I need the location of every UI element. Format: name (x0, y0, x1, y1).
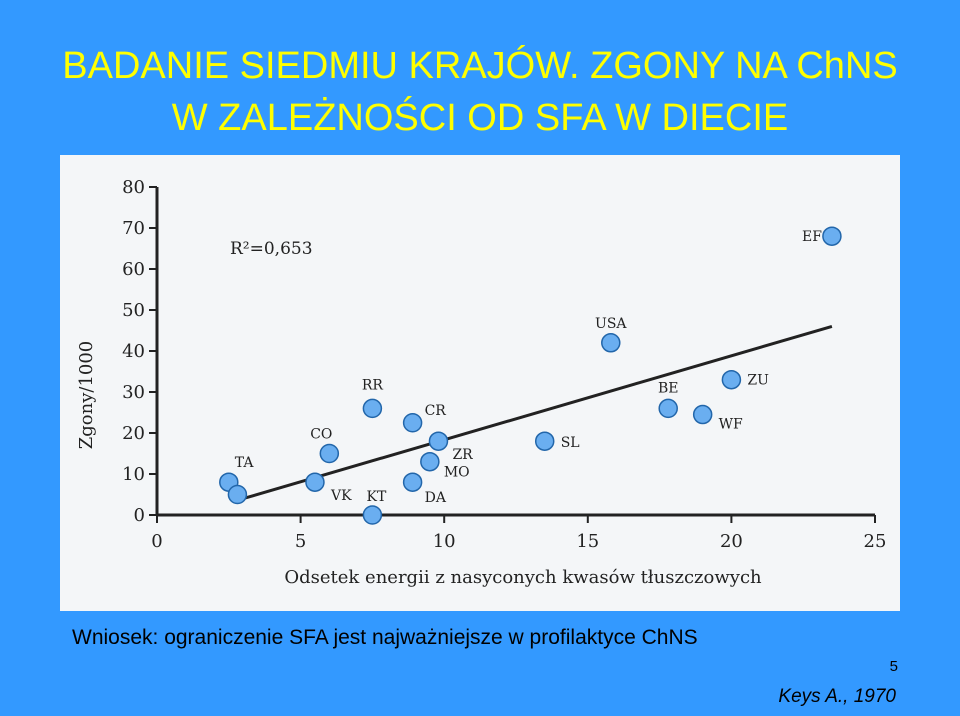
data-point (362, 505, 383, 525)
x-tick-label: 25 (864, 531, 887, 552)
data-point (402, 413, 423, 433)
point-label: KT (367, 489, 387, 505)
x-tick-label: 20 (720, 531, 743, 552)
trend-line (242, 324, 833, 501)
y-tick-label: 80 (122, 177, 145, 198)
point-label: MO (444, 465, 470, 481)
point-label: CR (425, 403, 447, 419)
data-point (428, 431, 449, 451)
y-tick-label: 70 (122, 218, 145, 239)
data-point (362, 398, 383, 419)
conclusion-text: Wniosek: ograniczenie SFA jest najważnie… (72, 626, 698, 649)
x-axis-title: Odsetek energii z nasyconych kwasów tłus… (284, 567, 762, 588)
data-point (721, 369, 742, 390)
data-point (534, 431, 555, 451)
data-point (305, 472, 325, 492)
point-label: SL (561, 435, 580, 451)
citation: Keys A., 1970 (778, 686, 896, 707)
point-label: ZU (747, 373, 769, 389)
y-tick-label: 10 (122, 464, 145, 485)
y-tick-label: 60 (122, 259, 145, 280)
point-label: WF (719, 417, 743, 433)
y-tick-label: 20 (122, 423, 145, 444)
y-tick-label: 50 (122, 300, 145, 321)
data-point (822, 226, 842, 246)
point-label: CO (310, 427, 332, 443)
data-point (658, 398, 678, 419)
point-label: VK (330, 488, 352, 504)
slide-title-line-1: BADANIE SIEDMIU KRAJÓW. ZGONY NA ChNS (62, 45, 898, 87)
y-tick-label: 30 (122, 382, 145, 403)
point-label: RR (362, 377, 384, 393)
data-point (227, 484, 248, 505)
point-label: DA (425, 490, 447, 506)
data-point (601, 333, 621, 353)
y-tick-label: 0 (134, 505, 145, 526)
point-label: EF (802, 229, 822, 245)
x-tick-label: 15 (576, 531, 599, 552)
data-point (420, 451, 440, 472)
point-label: USA (595, 316, 627, 332)
r-squared-annotation: R²=0,653 (230, 239, 313, 259)
point-label: TA (235, 455, 255, 471)
point-label: BE (658, 380, 679, 396)
y-axis-title: Zgony/1000 (76, 341, 97, 450)
scatter-chart: Zgony/1000 Odsetek energii z nasyconych … (76, 177, 887, 588)
slide-title-line-2: W ZALEŻNOŚCI OD SFA W DIECIE (171, 97, 789, 139)
x-tick-label: 5 (295, 531, 306, 552)
data-point (692, 404, 713, 425)
data-point (319, 443, 340, 464)
slide-number: 5 (889, 658, 898, 675)
x-tick-label: 10 (433, 531, 456, 552)
chart-panel: Zgony/1000 Odsetek energii z nasyconych … (60, 155, 900, 611)
x-tick-label: 0 (151, 531, 162, 552)
data-point (402, 472, 423, 492)
y-tick-label: 40 (122, 341, 145, 362)
point-label: ZR (452, 447, 473, 463)
